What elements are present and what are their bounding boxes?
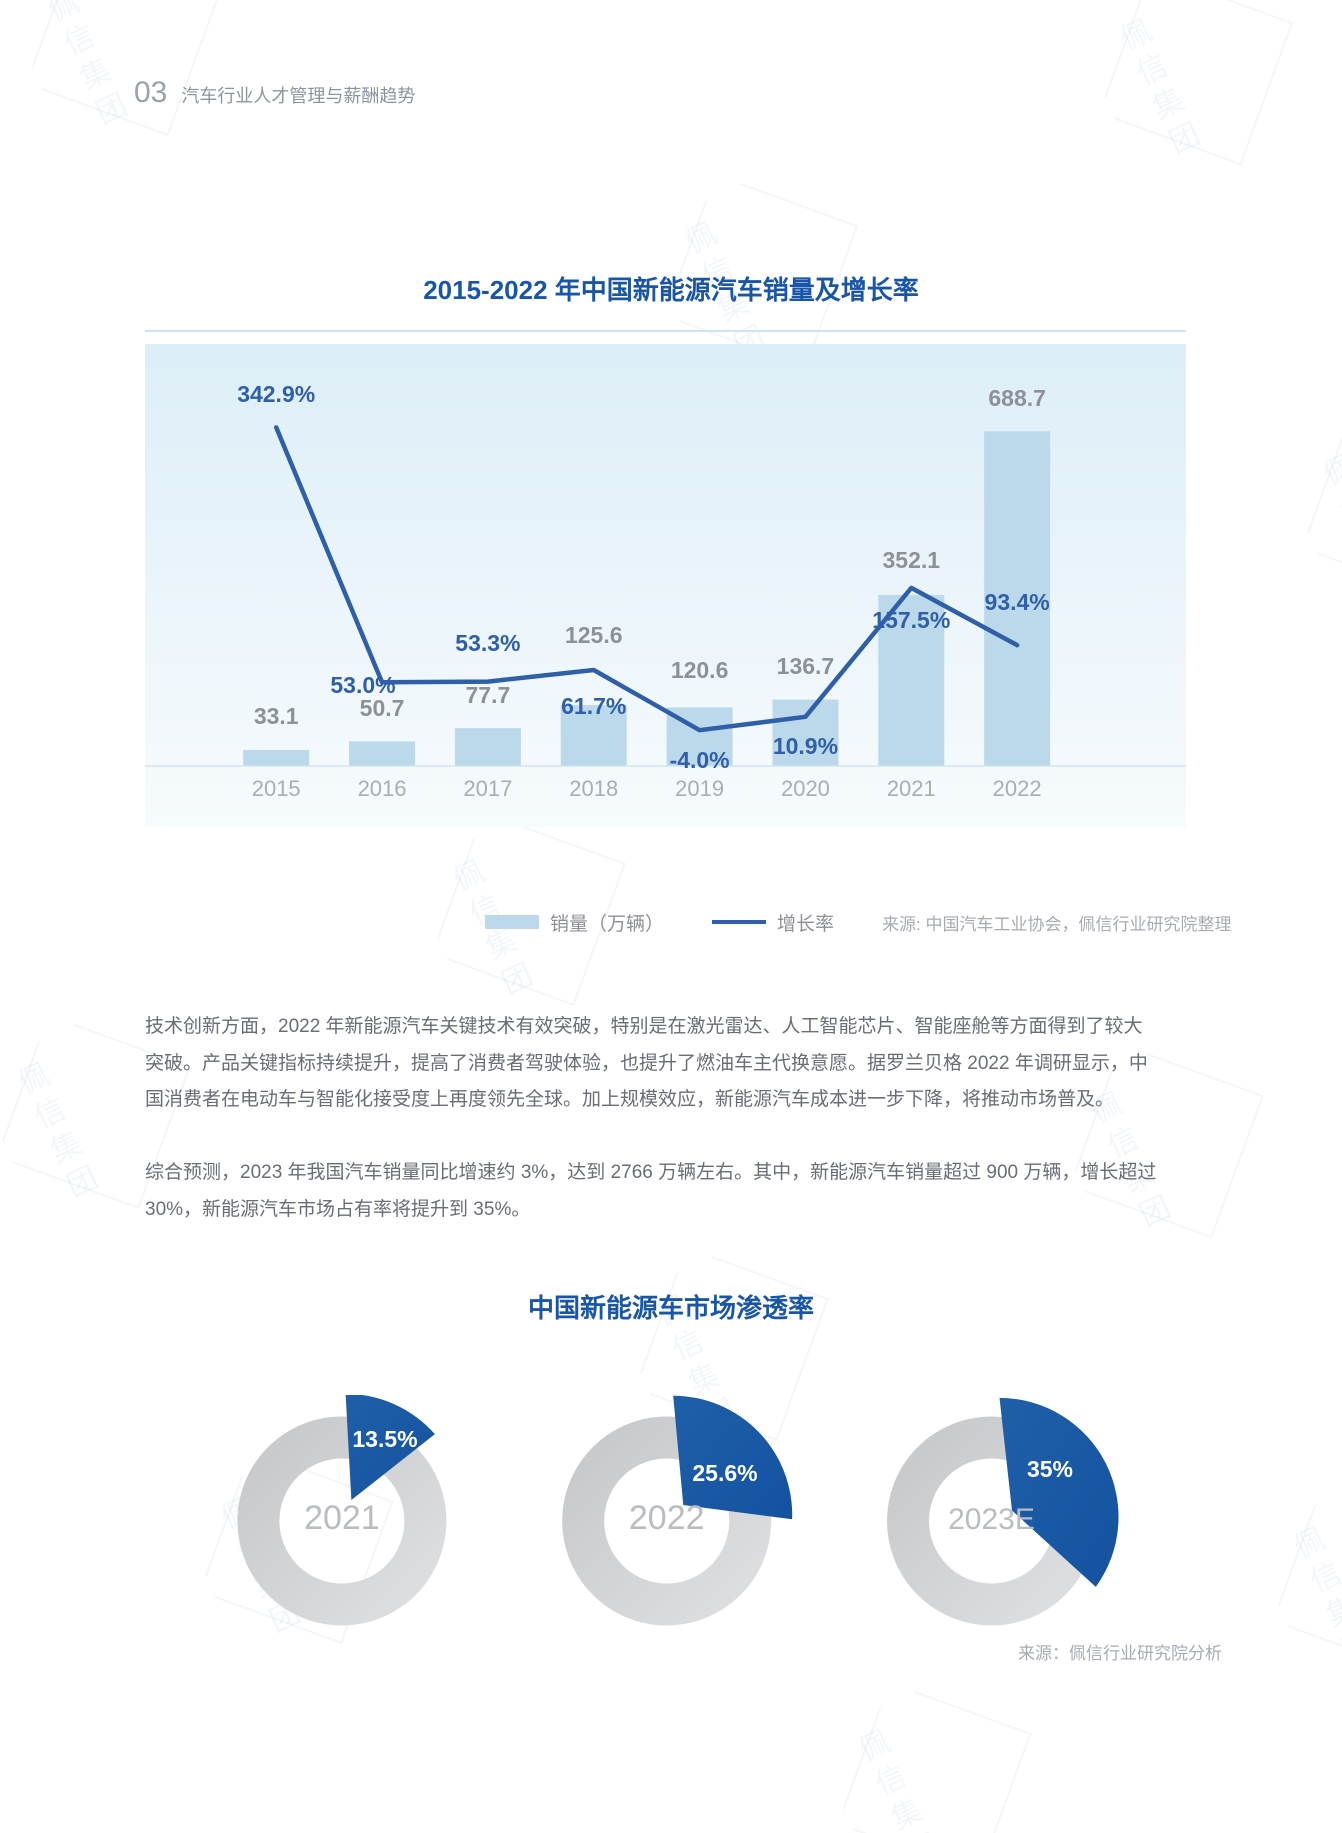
svg-text:2016: 2016 <box>358 776 407 801</box>
svg-text:2021: 2021 <box>887 776 936 801</box>
svg-text:2015: 2015 <box>252 776 301 801</box>
svg-text:2018: 2018 <box>569 776 618 801</box>
svg-text:25.6%: 25.6% <box>692 1460 757 1486</box>
svg-text:352.1: 352.1 <box>883 547 941 573</box>
svg-text:2019: 2019 <box>675 776 724 801</box>
svg-text:120.6: 120.6 <box>671 657 729 683</box>
svg-text:2017: 2017 <box>463 776 512 801</box>
svg-text:13.5%: 13.5% <box>352 1426 417 1452</box>
svg-text:50.7: 50.7 <box>360 695 405 721</box>
svg-text:157.5%: 157.5% <box>872 607 950 633</box>
svg-text:33.1: 33.1 <box>254 703 299 729</box>
svg-text:2022: 2022 <box>629 1499 705 1537</box>
svg-text:342.9%: 342.9% <box>237 381 315 407</box>
svg-text:125.6: 125.6 <box>565 622 623 648</box>
svg-text:2022: 2022 <box>993 776 1042 801</box>
svg-text:61.7%: 61.7% <box>561 693 626 719</box>
svg-text:-4.0%: -4.0% <box>670 747 730 773</box>
svg-text:53.0%: 53.0% <box>330 672 395 698</box>
svg-text:2020: 2020 <box>781 776 830 801</box>
svg-text:77.7: 77.7 <box>466 682 511 708</box>
svg-text:2021: 2021 <box>304 1499 380 1537</box>
svg-text:2023E: 2023E <box>948 1503 1035 1536</box>
svg-text:10.9%: 10.9% <box>773 733 838 759</box>
svg-text:35%: 35% <box>1027 1456 1073 1482</box>
svg-text:93.4%: 93.4% <box>985 589 1050 615</box>
svg-text:136.7: 136.7 <box>777 653 835 679</box>
svg-text:53.3%: 53.3% <box>455 630 520 656</box>
svg-text:688.7: 688.7 <box>988 385 1046 411</box>
